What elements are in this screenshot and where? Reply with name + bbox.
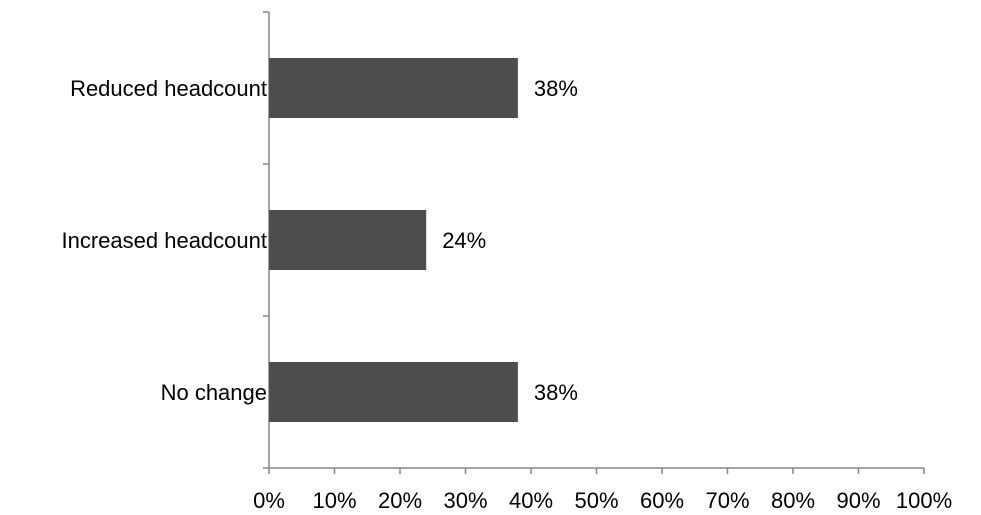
x-tick-label: 40% bbox=[509, 488, 553, 513]
x-tick-label: 50% bbox=[574, 488, 618, 513]
chart-labels: 0% 10% 20% 30% 40% 50% 60% 70% 80% 90% 100% Reduced… bbox=[62, 76, 953, 513]
x-tick-label: 80% bbox=[771, 488, 815, 513]
bar bbox=[269, 362, 518, 422]
x-tick-label: 70% bbox=[705, 488, 749, 513]
data-label: 38% bbox=[534, 380, 578, 405]
category-label: Reduced headcount bbox=[70, 76, 267, 101]
bar-series bbox=[269, 58, 518, 422]
data-label: 24% bbox=[442, 228, 486, 253]
category-label: No change bbox=[161, 380, 267, 405]
x-tick-label: 20% bbox=[378, 488, 422, 513]
x-tick-label: 60% bbox=[640, 488, 684, 513]
category-label: Increased headcount bbox=[62, 228, 268, 253]
bar bbox=[269, 58, 518, 118]
x-tick-label: 30% bbox=[443, 488, 487, 513]
x-tick-label: 100% bbox=[896, 488, 952, 513]
x-tick-label: 0% bbox=[253, 488, 285, 513]
data-label: 38% bbox=[534, 76, 578, 101]
x-tick-label: 90% bbox=[836, 488, 880, 513]
x-tick-label: 10% bbox=[312, 488, 356, 513]
bar bbox=[269, 210, 427, 270]
